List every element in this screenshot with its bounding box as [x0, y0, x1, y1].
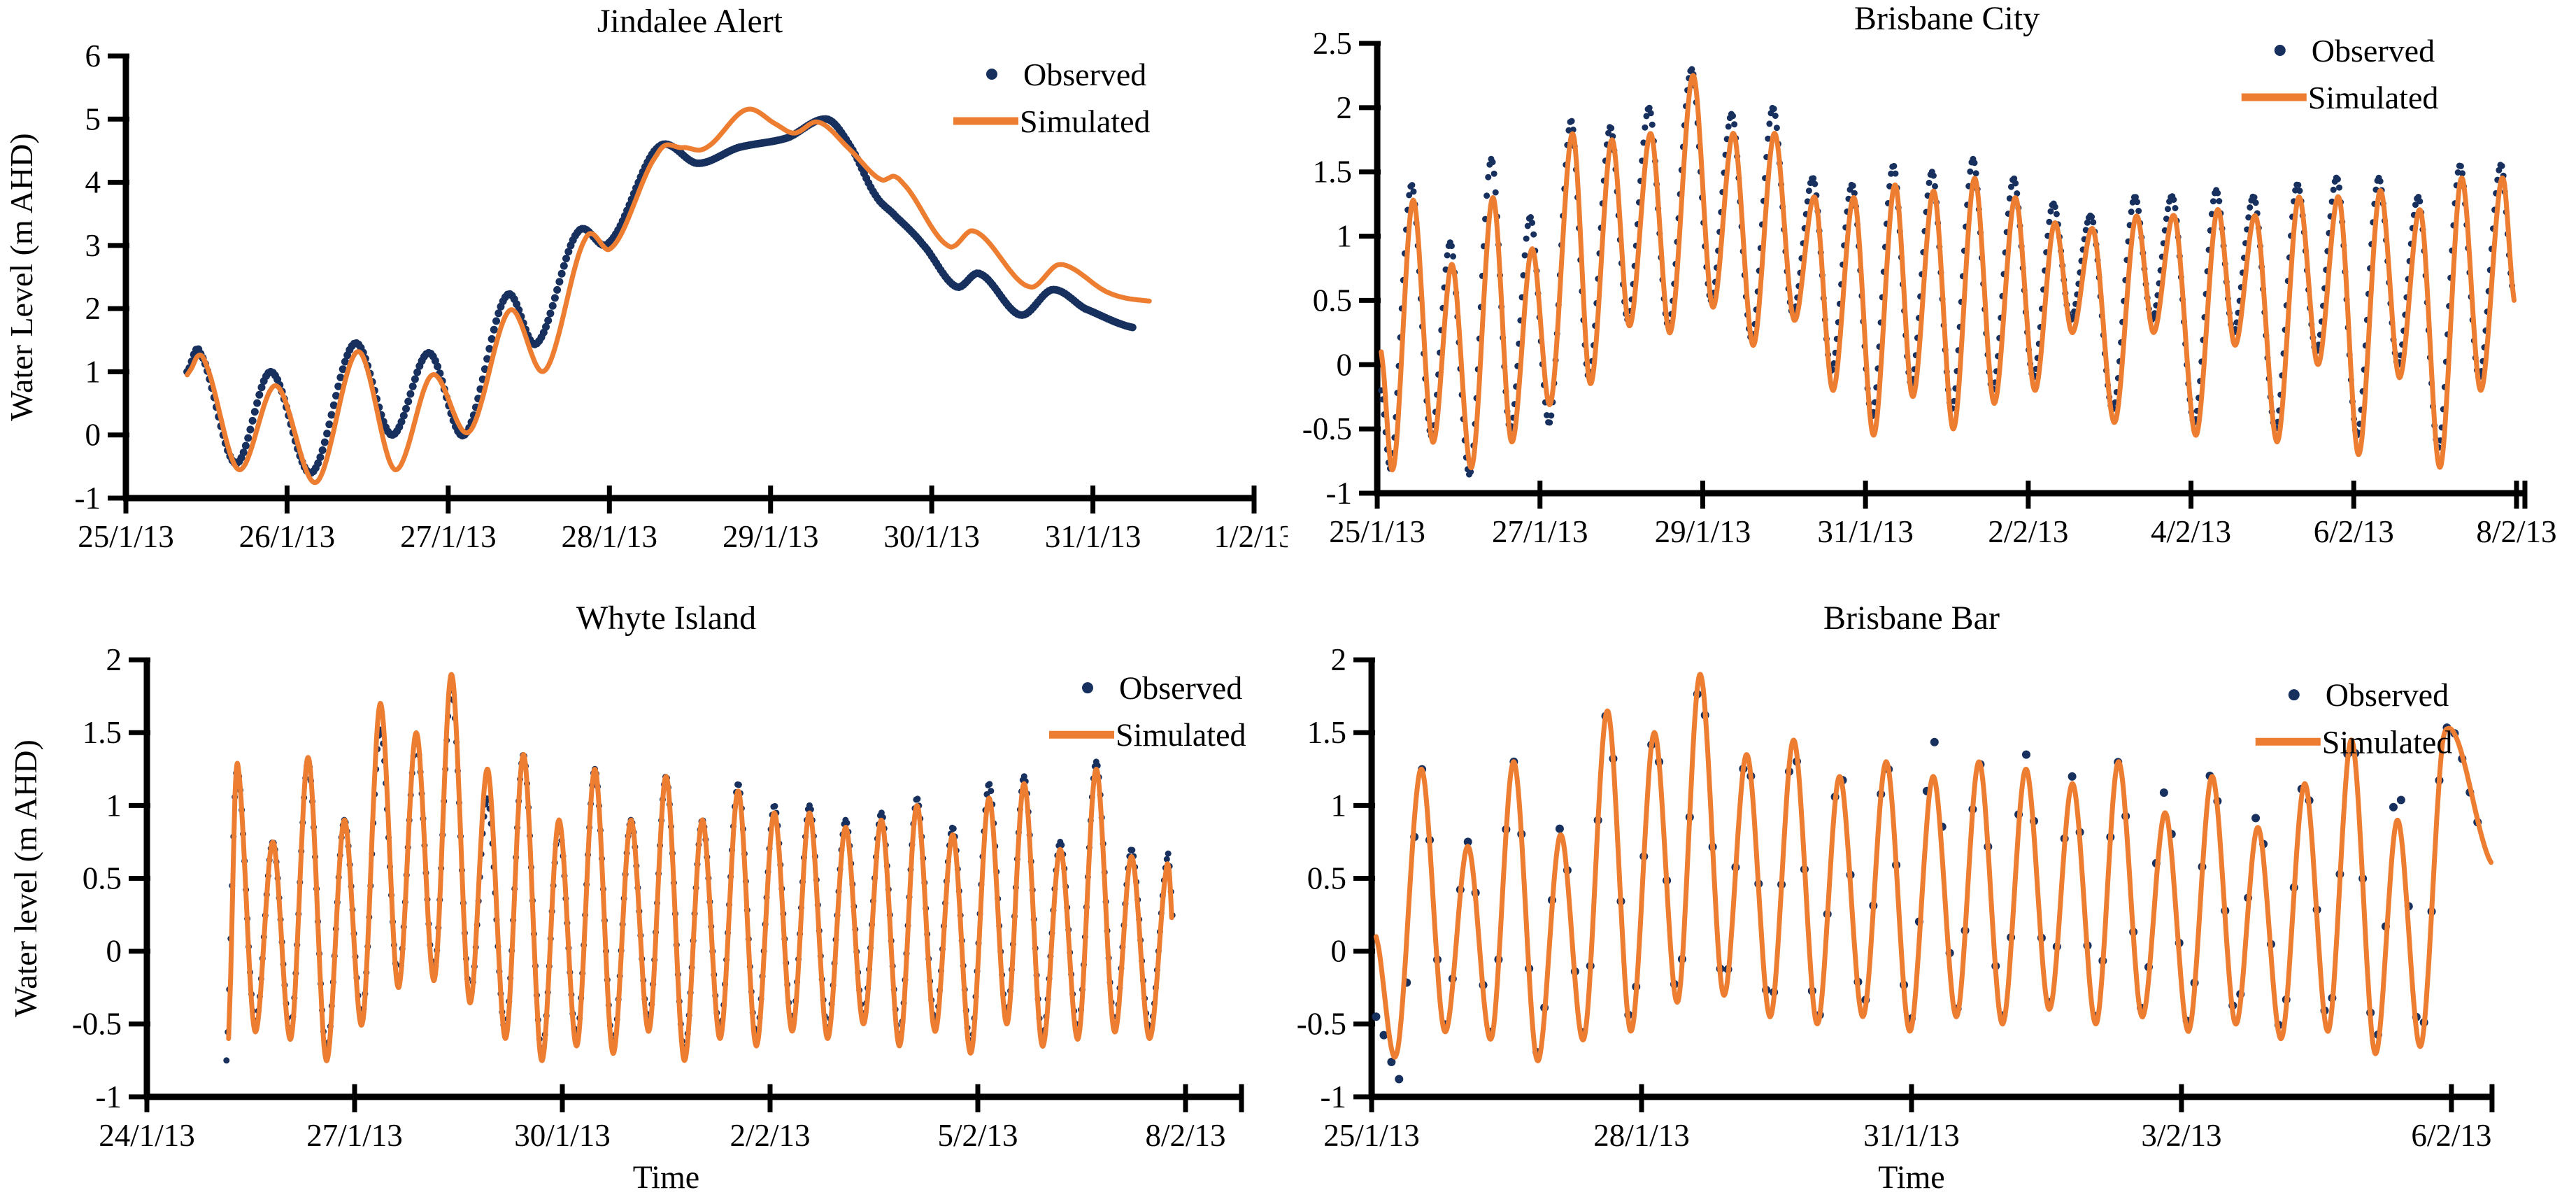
y-tick-label: 1.5	[83, 715, 122, 750]
x-tick-label: 2/2/13	[730, 1118, 811, 1153]
y-tick-label: -0.5	[1297, 1007, 1346, 1042]
x-tick-label: 29/1/13	[1655, 514, 1751, 549]
x-tick-label: 30/1/13	[883, 519, 980, 554]
panel-brisbane-bar: Brisbane Bar Time 2 1.5 1 0.5 0 -0.5 -1 25/1/13 28…	[1288, 598, 2576, 1197]
simulated-line	[226, 672, 1174, 1063]
x-tick-label: 25/1/13	[1323, 1118, 1420, 1153]
legend-observed-label: Observed	[1119, 670, 1242, 706]
x-tick-label: 25/1/13	[78, 519, 174, 554]
simulated-line	[185, 106, 1152, 486]
y-tick-label: 4	[85, 165, 101, 200]
x-tick-label: 24/1/13	[99, 1118, 194, 1153]
chart-title: Brisbane City	[1854, 0, 2040, 37]
y-tick-label: 1	[85, 354, 101, 389]
simulated-line	[1379, 73, 2517, 473]
x-tick-label: 8/2/13	[1146, 1118, 1226, 1153]
y-tick-label: 3	[85, 228, 101, 263]
x-tick-label: 3/2/13	[2141, 1118, 2221, 1153]
legend-observed-marker-icon	[2288, 689, 2300, 701]
legend: Observed Simulated	[2255, 677, 2453, 760]
y-tick-label: 2	[1331, 642, 1347, 677]
y-tick-label: 0.5	[83, 860, 122, 895]
x-tick-label: 28/1/13	[562, 519, 658, 554]
x-tick-label: 1/2/13	[1214, 519, 1288, 554]
legend-observed-label: Observed	[2312, 33, 2435, 69]
y-tick-label: 0	[1337, 347, 1353, 382]
y-tick-label: 1	[1331, 788, 1347, 823]
chart-title: Whyte Island	[576, 600, 756, 637]
y-tick-label: 1	[106, 788, 122, 823]
y-tick-label: 5	[85, 101, 101, 136]
legend-simulated-label: Simulated	[2308, 80, 2439, 115]
legend-observed-marker-icon	[2274, 45, 2286, 56]
x-tick-label: 6/2/13	[2314, 514, 2394, 549]
y-tick-label: -1	[96, 1079, 122, 1114]
x-tick-label: 26/1/13	[239, 519, 336, 554]
legend-simulated-label: Simulated	[2322, 724, 2453, 760]
legend-observed-label: Observed	[2326, 677, 2449, 713]
y-tick-label: 1.5	[1313, 155, 1352, 190]
x-tick-label: 31/1/13	[1817, 514, 1914, 549]
x-tick-label: 28/1/13	[1593, 1118, 1690, 1153]
x-tick-label: 27/1/13	[400, 519, 497, 554]
chart-jindalee-alert: Jindalee Alert Water Level (m AHD) 6 5 4 3 2 1 0…	[3, 3, 1288, 554]
x-tick-label: 31/1/13	[1045, 519, 1141, 554]
legend-simulated-label: Simulated	[1116, 717, 1246, 753]
legend-simulated-label: Simulated	[1020, 104, 1151, 139]
chart-title: Jindalee Alert	[597, 3, 783, 40]
y-tick-label: 0.5	[1313, 283, 1352, 318]
panel-whyte-island: Whyte Island Water level (m AHD) Time 2 1.5 1…	[0, 598, 1288, 1197]
x-tick-label: 6/2/13	[2411, 1118, 2491, 1153]
y-axis-label: Water level (m AHD)	[8, 739, 43, 1017]
y-tick-label: -1	[1321, 1079, 1346, 1114]
observed-dots	[183, 115, 1137, 477]
y-tick-label: 2	[106, 642, 122, 677]
y-tick-label: 1	[1337, 219, 1353, 254]
legend: Observed Simulated	[953, 57, 1151, 139]
y-tick-label: 0	[1331, 934, 1347, 969]
chart-brisbane-bar: Brisbane Bar Time 2 1.5 1 0.5 0 -0.5 -1 25/1/13 28…	[1297, 600, 2495, 1195]
simulated-line	[1373, 672, 2494, 1063]
x-axis-label: Time	[633, 1159, 699, 1195]
x-tick-label: 27/1/13	[1492, 514, 1588, 549]
panel-brisbane-city: Brisbane City 2.5 2 1.5 1 0.5 0 -0.5 -1 25/1/13 27…	[1288, 0, 2576, 598]
y-tick-label: 1.5	[1307, 715, 1346, 750]
legend-observed-marker-icon	[986, 69, 997, 80]
y-tick-label: 2.5	[1313, 26, 1352, 61]
y-tick-label: 2	[1337, 90, 1353, 125]
y-tick-label: -0.5	[1302, 411, 1352, 446]
y-tick-label: 6	[85, 38, 101, 73]
x-tick-label: 4/2/13	[2151, 514, 2231, 549]
legend: Observed Simulated	[1049, 670, 1246, 753]
y-tick-label: 0.5	[1307, 860, 1346, 895]
legend-observed-label: Observed	[1023, 57, 1146, 92]
y-tick-label: 0	[85, 418, 101, 453]
x-tick-label: 5/2/13	[938, 1118, 1018, 1153]
y-axis-label: Water Level (m AHD)	[3, 133, 39, 420]
legend: Observed Simulated	[2241, 33, 2439, 115]
x-tick-label: 31/1/13	[1863, 1118, 1960, 1153]
panel-jindalee-alert: Jindalee Alert Water Level (m AHD) 6 5 4 3 2 1 0…	[0, 0, 1288, 598]
x-tick-label: 2/2/13	[1988, 514, 2068, 549]
y-tick-label: -1	[75, 481, 101, 516]
y-tick-label: -1	[1326, 476, 1353, 511]
x-tick-label: 30/1/13	[514, 1118, 610, 1153]
x-tick-label: 29/1/13	[723, 519, 819, 554]
y-tick-label: 2	[85, 291, 101, 326]
chart-title: Brisbane Bar	[1823, 600, 2000, 637]
x-tick-label: 27/1/13	[306, 1118, 402, 1153]
x-tick-label: 8/2/13	[2476, 514, 2556, 549]
x-axis-label: Time	[1878, 1159, 1944, 1195]
y-tick-label: -0.5	[72, 1007, 122, 1042]
x-tick-label: 25/1/13	[1329, 514, 1425, 549]
y-tick-label: 0	[106, 934, 122, 969]
chart-whyte-island: Whyte Island Water level (m AHD) Time 2 1.5 1…	[8, 600, 1246, 1195]
legend-observed-marker-icon	[1082, 682, 1093, 694]
chart-brisbane-city: Brisbane City 2.5 2 1.5 1 0.5 0 -0.5 -125/1/13 27…	[1302, 0, 2557, 549]
